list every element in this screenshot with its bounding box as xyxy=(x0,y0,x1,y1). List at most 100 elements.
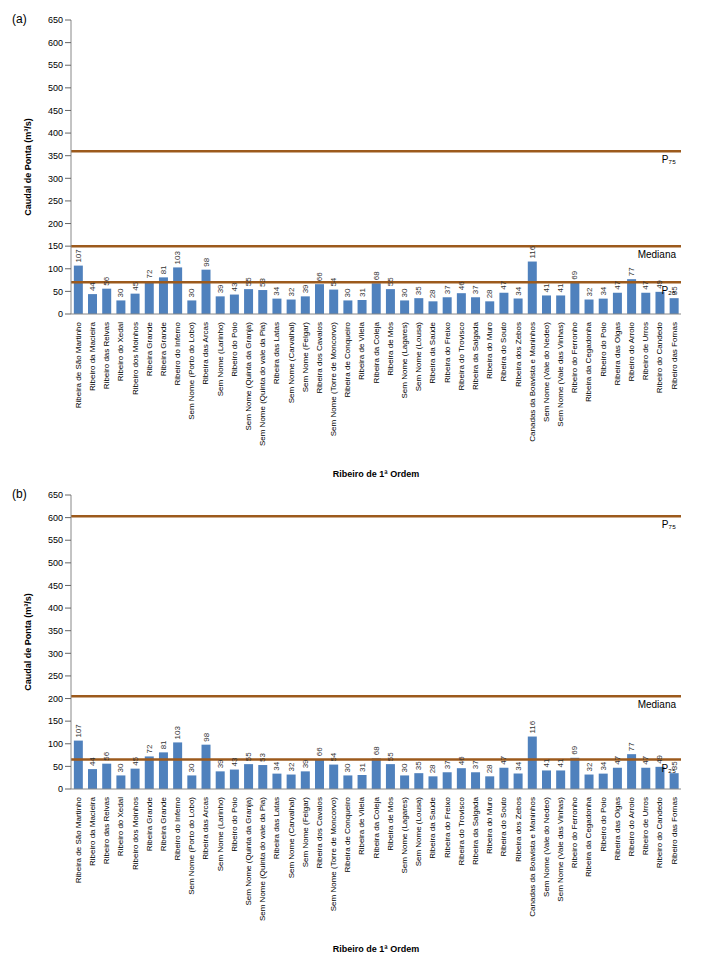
svg-text:Ribeira de Mós: Ribeira de Mós xyxy=(386,797,395,851)
svg-text:Sem Nome (Vale das Vinhas): Sem Nome (Vale das Vinhas) xyxy=(556,797,565,902)
svg-text:Sem Nome (Lousa): Sem Nome (Lousa) xyxy=(414,322,423,392)
svg-text:Ribeiro do Poio: Ribeiro do Poio xyxy=(230,321,239,376)
svg-text:Ribeira de Vilela: Ribeira de Vilela xyxy=(357,796,366,855)
svg-text:56: 56 xyxy=(102,751,111,760)
svg-text:37: 37 xyxy=(443,285,452,294)
svg-text:Sem Nome (Felgar): Sem Nome (Felgar) xyxy=(301,322,310,393)
svg-text:28: 28 xyxy=(485,764,494,773)
svg-text:Ribeiro das Fornas: Ribeiro das Fornas xyxy=(670,797,679,865)
svg-text:45: 45 xyxy=(131,756,140,765)
svg-text:Ribeira Grande: Ribeira Grande xyxy=(159,321,168,376)
svg-text:28: 28 xyxy=(428,764,437,773)
svg-text:69: 69 xyxy=(570,270,579,279)
svg-text:32: 32 xyxy=(287,762,296,771)
svg-text:47: 47 xyxy=(499,755,508,764)
svg-text:Sem Nome (Vale do Nedeo): Sem Nome (Vale do Nedeo) xyxy=(542,797,551,897)
svg-text:Ribeira da Salgada: Ribeira da Salgada xyxy=(471,321,480,390)
svg-text:41: 41 xyxy=(556,283,565,292)
svg-text:81: 81 xyxy=(159,265,168,274)
svg-text:34: 34 xyxy=(514,761,523,770)
svg-text:34: 34 xyxy=(272,761,281,770)
svg-text:Ribeira da Coleja: Ribeira da Coleja xyxy=(372,796,381,858)
svg-text:Ribeira dos Zebos: Ribeira dos Zebos xyxy=(514,797,523,862)
svg-text:39: 39 xyxy=(216,759,225,768)
svg-text:Sem Nome (Vale das Vinhas): Sem Nome (Vale das Vinhas) xyxy=(556,322,565,427)
svg-text:66: 66 xyxy=(315,747,324,756)
svg-text:30: 30 xyxy=(116,288,125,297)
svg-text:Ribeira do Muro: Ribeira do Muro xyxy=(485,321,494,378)
svg-text:400: 400 xyxy=(48,603,63,613)
svg-text:68: 68 xyxy=(372,746,381,755)
svg-text:98: 98 xyxy=(202,732,211,741)
svg-text:650: 650 xyxy=(48,15,63,25)
svg-text:30: 30 xyxy=(343,288,352,297)
svg-text:81: 81 xyxy=(159,740,168,749)
svg-text:47: 47 xyxy=(499,280,508,289)
svg-text:Sem Nome (Lousa): Sem Nome (Lousa) xyxy=(414,797,423,867)
svg-text:550: 550 xyxy=(48,60,63,70)
svg-text:Ribeira das Latas: Ribeira das Latas xyxy=(272,322,281,384)
svg-text:P₇₅: P₇₅ xyxy=(662,519,676,530)
svg-text:Ribeira dos Cavalos: Ribeira dos Cavalos xyxy=(315,797,324,869)
svg-text:Ribeiro do Arroio: Ribeiro do Arroio xyxy=(627,796,636,856)
svg-text:Sem Nome (Porto do Lobo): Sem Nome (Porto do Lobo) xyxy=(187,322,196,420)
svg-text:47: 47 xyxy=(613,755,622,764)
svg-text:44: 44 xyxy=(88,757,97,766)
svg-text:Sem Nome (Quinta da Granja): Sem Nome (Quinta da Granja) xyxy=(244,322,253,431)
svg-text:100: 100 xyxy=(48,739,63,749)
svg-text:Sem Nome (Quinta da Granja): Sem Nome (Quinta da Granja) xyxy=(244,797,253,906)
svg-text:Ribeiro da Macieira: Ribeiro da Macieira xyxy=(88,796,97,865)
svg-text:56: 56 xyxy=(102,276,111,285)
svg-text:50: 50 xyxy=(53,287,63,297)
svg-text:Ribeiro do Arroio: Ribeiro do Arroio xyxy=(627,321,636,381)
svg-text:0: 0 xyxy=(58,784,63,794)
svg-text:Sem Nome (Lagares): Sem Nome (Lagares) xyxy=(400,797,409,874)
svg-text:Sem Nome (Quinta do vale da Pi: Sem Nome (Quinta do vale da Pia) xyxy=(258,797,267,921)
svg-text:Ribeira da Coleja: Ribeira da Coleja xyxy=(372,321,381,383)
svg-text:Ribeiro do Poio: Ribeiro do Poio xyxy=(230,796,239,851)
svg-text:116: 116 xyxy=(528,245,537,258)
svg-text:Mediana: Mediana xyxy=(638,699,677,710)
svg-text:45: 45 xyxy=(131,281,140,290)
svg-text:Ribeira Grande: Ribeira Grande xyxy=(145,796,154,851)
svg-text:77: 77 xyxy=(627,742,636,751)
svg-text:Sem Nome (Lagares): Sem Nome (Lagares) xyxy=(400,322,409,399)
svg-text:30: 30 xyxy=(116,763,125,772)
svg-text:55: 55 xyxy=(244,277,253,286)
svg-text:Ribeira de São Martinho: Ribeira de São Martinho xyxy=(74,321,83,408)
svg-text:55: 55 xyxy=(386,277,395,286)
svg-text:600: 600 xyxy=(48,513,63,523)
svg-text:450: 450 xyxy=(48,106,63,116)
svg-text:34: 34 xyxy=(599,286,608,295)
svg-text:Ribeira da Cegadonha: Ribeira da Cegadonha xyxy=(584,796,593,877)
svg-text:72: 72 xyxy=(145,744,154,753)
svg-text:450: 450 xyxy=(48,581,63,591)
svg-text:50: 50 xyxy=(53,762,63,772)
svg-text:350: 350 xyxy=(48,626,63,636)
svg-text:Ribeira do Trovisco: Ribeira do Trovisco xyxy=(457,796,466,865)
svg-text:37: 37 xyxy=(471,760,480,769)
svg-text:P₂₅: P₂₅ xyxy=(661,763,676,774)
svg-text:300: 300 xyxy=(48,174,63,184)
svg-text:Ribeira da Salgada: Ribeira da Salgada xyxy=(471,796,480,865)
svg-text:Ribeiro do Candedo: Ribeiro do Candedo xyxy=(655,796,664,868)
svg-text:34: 34 xyxy=(599,761,608,770)
svg-text:Ribeira Grande: Ribeira Grande xyxy=(145,321,154,376)
svg-text:37: 37 xyxy=(443,760,452,769)
svg-text:Ribeira das Arcas: Ribeira das Arcas xyxy=(201,322,210,385)
svg-text:P₂₅: P₂₅ xyxy=(661,285,676,296)
svg-text:116: 116 xyxy=(528,720,537,733)
svg-text:41: 41 xyxy=(542,283,551,292)
svg-text:Ribeira das Olgas: Ribeira das Olgas xyxy=(613,797,622,861)
svg-text:P₇₅: P₇₅ xyxy=(662,154,676,165)
svg-text:54: 54 xyxy=(329,277,338,286)
svg-text:30: 30 xyxy=(343,763,352,772)
svg-text:30: 30 xyxy=(400,763,409,772)
svg-text:Ribeiro do Poio: Ribeiro do Poio xyxy=(599,796,608,851)
svg-text:Caudal de Ponta (m³/s): Caudal de Ponta (m³/s) xyxy=(23,118,33,216)
svg-text:150: 150 xyxy=(48,241,63,251)
svg-text:Ribeira de Conqueiro: Ribeira de Conqueiro xyxy=(343,321,352,397)
svg-text:Sem Nome (Torre de Moncorvo): Sem Nome (Torre de Moncorvo) xyxy=(329,322,338,437)
svg-text:35: 35 xyxy=(414,286,423,295)
svg-text:Sem Nome (Larinho): Sem Nome (Larinho) xyxy=(216,322,225,397)
